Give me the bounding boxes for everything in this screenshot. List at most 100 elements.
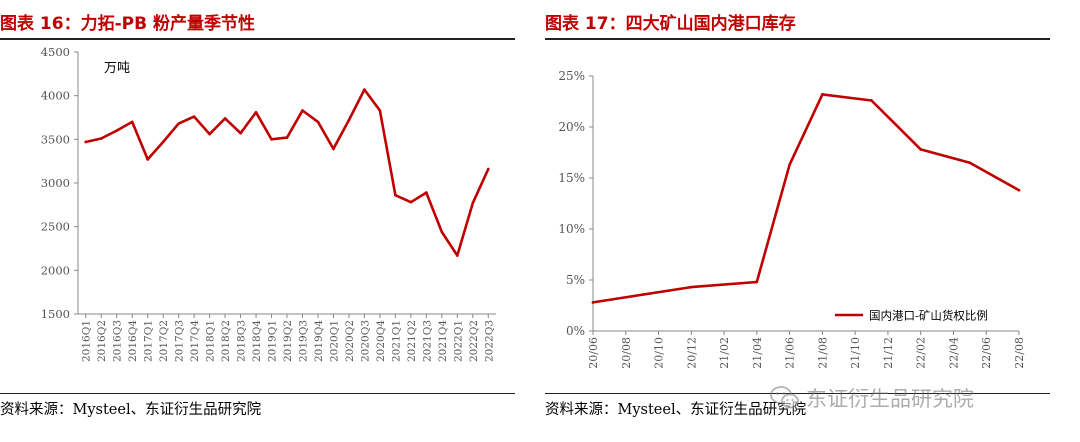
series-line bbox=[591, 93, 1021, 304]
data-point bbox=[690, 285, 693, 289]
x-tick-label: 22/04 bbox=[947, 337, 960, 369]
title-divider bbox=[545, 38, 1050, 40]
x-tick-label: 2021Q4 bbox=[437, 320, 449, 362]
x-tick-label: 22/02 bbox=[915, 337, 928, 369]
source-divider bbox=[545, 393, 1050, 394]
data-point bbox=[968, 161, 972, 164]
data-point bbox=[130, 120, 134, 124]
x-tick-label: 20/06 bbox=[587, 337, 600, 369]
data-point bbox=[84, 140, 88, 144]
data-point bbox=[486, 167, 490, 171]
x-tick-label: 2019Q2 bbox=[282, 320, 294, 362]
data-point bbox=[455, 254, 459, 257]
chart-panel-port-inventory: 图表 17：四大矿山国内港口库存 0% 5% 10% 15% 20% 25% 20/06 20… bbox=[545, 0, 1080, 442]
x-tick-label: 2019Q4 bbox=[313, 320, 325, 362]
x-tick-label: 2022Q1 bbox=[452, 320, 464, 362]
x-tick-label: 2017Q2 bbox=[158, 320, 170, 362]
data-point bbox=[425, 191, 428, 194]
data-point bbox=[161, 140, 165, 144]
data-point bbox=[870, 99, 873, 102]
x-tick-label: 2016Q3 bbox=[112, 320, 124, 362]
legend: 国内港口-矿山货权比例 bbox=[835, 309, 988, 323]
data-point bbox=[471, 201, 475, 205]
data-point bbox=[363, 88, 366, 91]
x-tick-label: 2018Q4 bbox=[251, 320, 263, 362]
chart-title: 图表 16：力拓-PB 粉产量季节性 bbox=[0, 14, 255, 34]
series-line bbox=[84, 88, 490, 257]
source-divider bbox=[0, 393, 515, 394]
data-point bbox=[409, 200, 413, 204]
watermark: 东证衍生品研究院 bbox=[770, 382, 1060, 414]
data-point bbox=[316, 120, 320, 124]
y-tick-label: 2500 bbox=[41, 220, 70, 234]
chart-panel-pb-production: 图表 16：力拓-PB 粉产量季节性 1500 2000 2500 3000 3500 4… bbox=[0, 0, 525, 442]
x-tick-label: 2017Q4 bbox=[189, 320, 201, 362]
source-note: 资料来源：Mysteel、东证衍生品研究院 bbox=[0, 402, 262, 418]
data-point bbox=[1017, 188, 1021, 192]
data-point bbox=[591, 301, 595, 304]
x-tick-label: 2017Q1 bbox=[143, 320, 155, 362]
data-point bbox=[301, 109, 304, 112]
data-point bbox=[378, 109, 382, 112]
x-tick-label: 2016Q4 bbox=[127, 320, 139, 362]
data-point bbox=[347, 118, 351, 122]
wechat-icon bbox=[770, 386, 799, 409]
data-point bbox=[821, 93, 824, 96]
data-point bbox=[208, 132, 211, 136]
x-tick-label: 2018Q1 bbox=[205, 320, 217, 362]
x-tick-label: 20/10 bbox=[653, 337, 666, 369]
x-tick-label: 21/12 bbox=[882, 337, 895, 369]
data-point bbox=[440, 230, 444, 234]
y-tick-label: 3500 bbox=[41, 132, 70, 146]
x-tick-label: 2016Q2 bbox=[96, 320, 108, 362]
data-point bbox=[146, 158, 149, 161]
data-point bbox=[919, 148, 922, 151]
x-tick-label: 2020Q1 bbox=[328, 320, 340, 362]
data-point bbox=[177, 122, 180, 125]
y-tick-label: 5% bbox=[566, 273, 585, 287]
x-tick-label: 2021Q3 bbox=[421, 320, 433, 362]
data-point bbox=[285, 136, 289, 139]
legend-label: 国内港口-矿山货权比例 bbox=[869, 309, 988, 323]
x-tick-label: 21/08 bbox=[816, 337, 829, 369]
x-tick-label: 2020Q2 bbox=[344, 320, 356, 362]
x-tick-label: 2018Q3 bbox=[236, 320, 248, 362]
x-tick-label: 22/06 bbox=[980, 337, 993, 369]
y-tick-label: 10% bbox=[558, 222, 585, 236]
x-tick-label: 2019Q3 bbox=[297, 320, 309, 362]
data-point bbox=[239, 131, 242, 135]
y-tick-label: 0% bbox=[566, 324, 585, 338]
y-tick-label: 2000 bbox=[41, 263, 70, 277]
x-tick-label: 2018Q2 bbox=[220, 320, 232, 362]
chart-title: 图表 17：四大矿山国内港口库存 bbox=[545, 14, 796, 34]
y-tick-label: 15% bbox=[558, 171, 585, 185]
data-point bbox=[755, 280, 759, 284]
x-tick-label: 2017Q3 bbox=[174, 320, 186, 362]
data-point bbox=[394, 193, 397, 197]
y-tick-label: 20% bbox=[558, 120, 585, 134]
data-point bbox=[223, 117, 227, 120]
unit-label: 万吨 bbox=[104, 61, 130, 76]
source-note: 资料来源：Mysteel、东证衍生品研究院 bbox=[545, 402, 807, 418]
x-tick-label: 21/02 bbox=[718, 337, 731, 369]
x-tick-label: 2016Q1 bbox=[81, 320, 93, 362]
line-chart-port-inventory: 0% 5% 10% 15% 20% 25% 20/06 20/08 20/10 20/12 21/0… bbox=[558, 69, 1026, 369]
x-tick-label: 21/10 bbox=[849, 337, 862, 369]
x-tick-label: 21/04 bbox=[751, 337, 764, 369]
x-tick-label: 2021Q1 bbox=[390, 320, 402, 362]
data-point bbox=[115, 129, 119, 132]
x-tick-label: 2022Q3 bbox=[483, 320, 495, 362]
y-tick-label: 1500 bbox=[41, 307, 70, 321]
x-tick-label: 2022Q2 bbox=[468, 320, 480, 362]
x-tick-label: 2019Q1 bbox=[267, 320, 279, 362]
x-tick-label: 2021Q2 bbox=[406, 320, 418, 362]
data-point bbox=[99, 137, 103, 140]
data-point bbox=[254, 110, 258, 114]
title-divider bbox=[0, 38, 515, 40]
x-tick-label: 21/06 bbox=[784, 337, 797, 369]
y-tick-label: 25% bbox=[558, 69, 585, 83]
data-point bbox=[332, 147, 335, 151]
data-point bbox=[270, 138, 273, 141]
y-tick-label: 4500 bbox=[41, 45, 70, 59]
